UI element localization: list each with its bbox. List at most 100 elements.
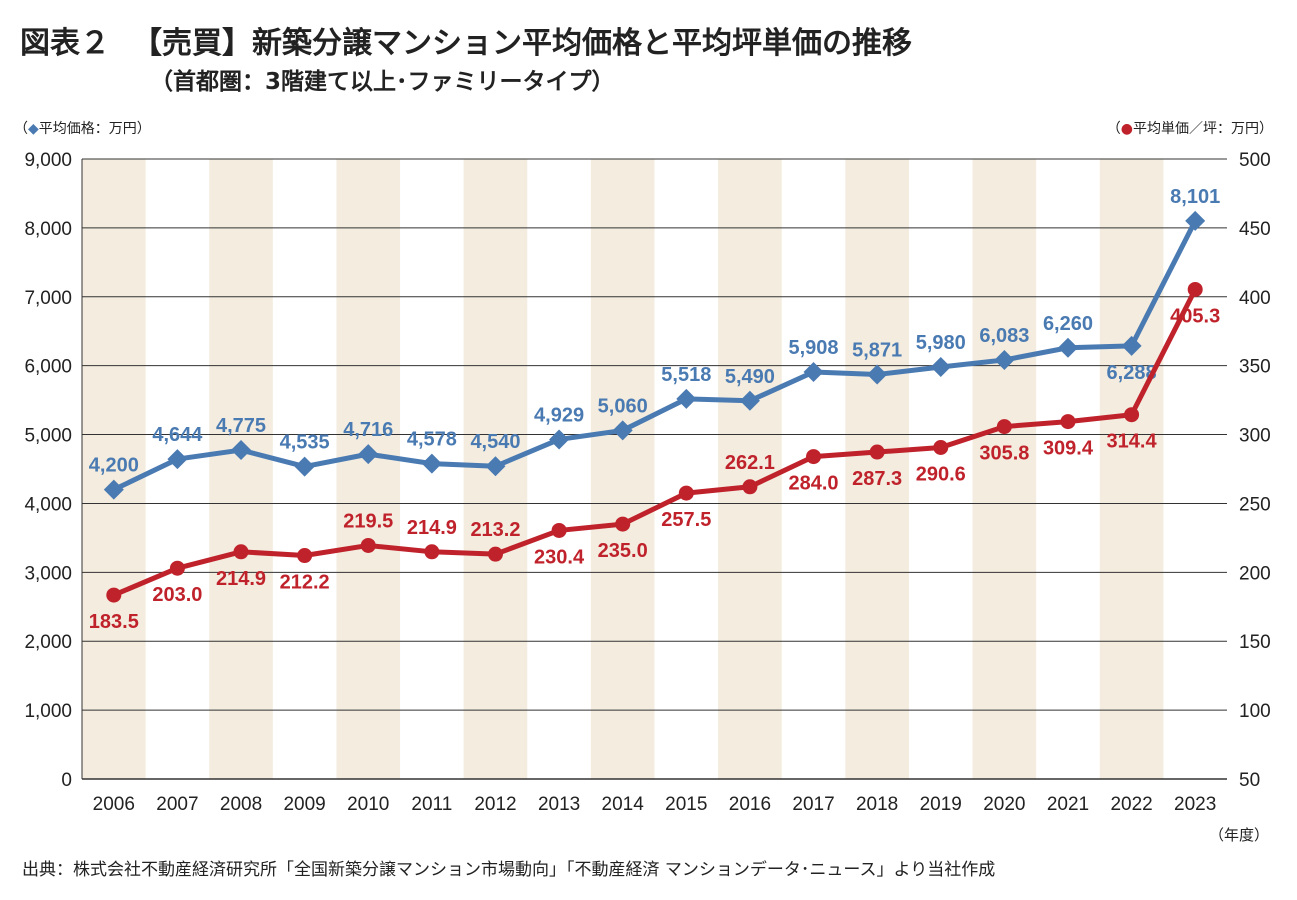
left-tick-label: 4,000	[24, 494, 72, 515]
unit-price-point	[1124, 407, 1140, 423]
circle-marker-icon: ●	[1120, 121, 1133, 137]
unit-price-point	[933, 440, 949, 456]
price-point	[103, 479, 124, 500]
unit-price-data-label: 314.4	[1107, 431, 1158, 453]
price-point	[612, 420, 633, 441]
price-point	[294, 456, 315, 477]
unit-price-data-label: 287.3	[852, 468, 902, 490]
x-tick-label: 2015	[665, 794, 707, 815]
left-tick-label: 2,000	[24, 632, 72, 653]
unit-price-point	[806, 449, 822, 465]
price-point	[421, 453, 442, 474]
x-tick-label: 2010	[347, 794, 389, 815]
price-data-label: 4,929	[534, 404, 584, 426]
unit-price-data-label: 213.2	[470, 519, 520, 541]
unit-price-point	[742, 479, 758, 495]
x-tick-label: 2016	[729, 794, 771, 815]
unit-price-data-label: 203.0	[152, 584, 202, 606]
price-data-label: 6,260	[1043, 313, 1093, 335]
left-axis-unit-label: （◆平均価格：万円）	[14, 121, 151, 137]
left-tick-label: 1,000	[24, 701, 72, 722]
right-tick-label: 200	[1239, 563, 1271, 584]
price-series-line	[112, 219, 1198, 492]
right-tick-label: 50	[1239, 770, 1260, 791]
price-point	[358, 444, 379, 465]
price-point	[1185, 210, 1206, 231]
title-text: 【売買】新築分譲マンション平均価格と平均坪単価の推移	[132, 26, 912, 61]
unit-price-series-line	[112, 288, 1198, 598]
price-data-label: 5,980	[916, 332, 966, 354]
x-axis-unit-label: （年度）	[1208, 826, 1269, 844]
unit-price-point	[360, 537, 376, 553]
price-data-label: 5,490	[725, 366, 775, 388]
left-tick-label: 7,000	[24, 288, 72, 309]
x-tick-label: 2012	[474, 794, 516, 815]
price-point	[1121, 335, 1142, 356]
price-point	[739, 390, 760, 411]
price-data-label: 5,871	[852, 340, 902, 362]
price-data-label: 4,535	[280, 432, 330, 454]
unit-price-data-label: 257.5	[661, 509, 711, 531]
price-data-label: 4,578	[407, 429, 457, 451]
x-tick-label: 2009	[283, 794, 325, 815]
price-data-label: 4,716	[343, 419, 393, 441]
price-point	[485, 456, 506, 477]
column-shade	[590, 159, 655, 779]
chart-title: 図表２ 【売買】新築分譲マンション平均価格と平均坪単価の推移	[20, 18, 912, 62]
unit-price-data-label: 214.9	[216, 568, 266, 590]
price-data-label: 6,083	[979, 325, 1029, 347]
unit-price-point	[1187, 281, 1203, 297]
price-point	[994, 349, 1015, 370]
left-tick-label: 8,000	[24, 219, 72, 240]
chart-subtitle: （首都圏：3階建て以上･ファミリータイプ）	[150, 69, 615, 95]
right-axis-unit-text: 平均単価／坪：万円	[1133, 121, 1259, 137]
unit-price-data-label: 235.0	[598, 540, 648, 562]
column-shade	[972, 159, 1037, 779]
figure-number: 図表２	[20, 26, 110, 61]
unit-price-data-label: 230.4	[534, 546, 585, 568]
unit-price-data-label: 183.5	[89, 611, 139, 633]
x-tick-label: 2019	[920, 794, 962, 815]
left-tick-label: 6,000	[24, 357, 72, 378]
price-data-label: 5,908	[788, 337, 838, 359]
price-point	[676, 388, 697, 409]
price-data-label: 6,288	[1107, 362, 1157, 384]
x-tick-label: 2006	[93, 794, 135, 815]
price-point	[930, 357, 951, 378]
unit-price-data-label: 262.1	[725, 452, 775, 474]
unit-price-point	[233, 544, 249, 560]
column-shade	[718, 159, 782, 779]
left-tick-label: 9,000	[24, 150, 72, 171]
unit-price-point	[169, 560, 185, 576]
x-tick-label: 2007	[156, 794, 198, 815]
left-tick-label: 0	[61, 770, 72, 791]
left-tick-label: 5,000	[24, 426, 72, 447]
unit-price-point	[551, 522, 567, 538]
right-tick-label: 250	[1239, 494, 1271, 515]
unit-price-data-label: 284.0	[788, 473, 838, 495]
unit-price-data-label: 214.9	[407, 517, 457, 539]
right-tick-label: 400	[1239, 288, 1271, 309]
column-shade	[845, 159, 909, 779]
column-shade	[336, 159, 401, 779]
left-tick-label: 3,000	[24, 563, 72, 584]
x-tick-label: 2023	[1174, 794, 1216, 815]
price-point	[231, 440, 252, 461]
x-tick-label: 2008	[220, 794, 262, 815]
right-tick-label: 450	[1239, 219, 1271, 240]
left-axis-unit-text: 平均価格：万円	[38, 121, 137, 137]
x-tick-label: 2013	[538, 794, 580, 815]
price-point	[867, 364, 888, 385]
unit-price-point	[615, 516, 631, 532]
x-tick-label: 2017	[792, 794, 834, 815]
x-tick-label: 2018	[856, 794, 898, 815]
unit-price-point	[297, 548, 313, 564]
price-point	[1057, 337, 1078, 358]
unit-price-point	[106, 587, 122, 603]
diamond-marker-icon: ◆	[28, 121, 39, 137]
price-data-label: 4,200	[89, 455, 139, 477]
price-data-label: 5,060	[598, 395, 648, 417]
x-tick-label: 2022	[1110, 794, 1152, 815]
x-tick-label: 2021	[1047, 794, 1089, 815]
